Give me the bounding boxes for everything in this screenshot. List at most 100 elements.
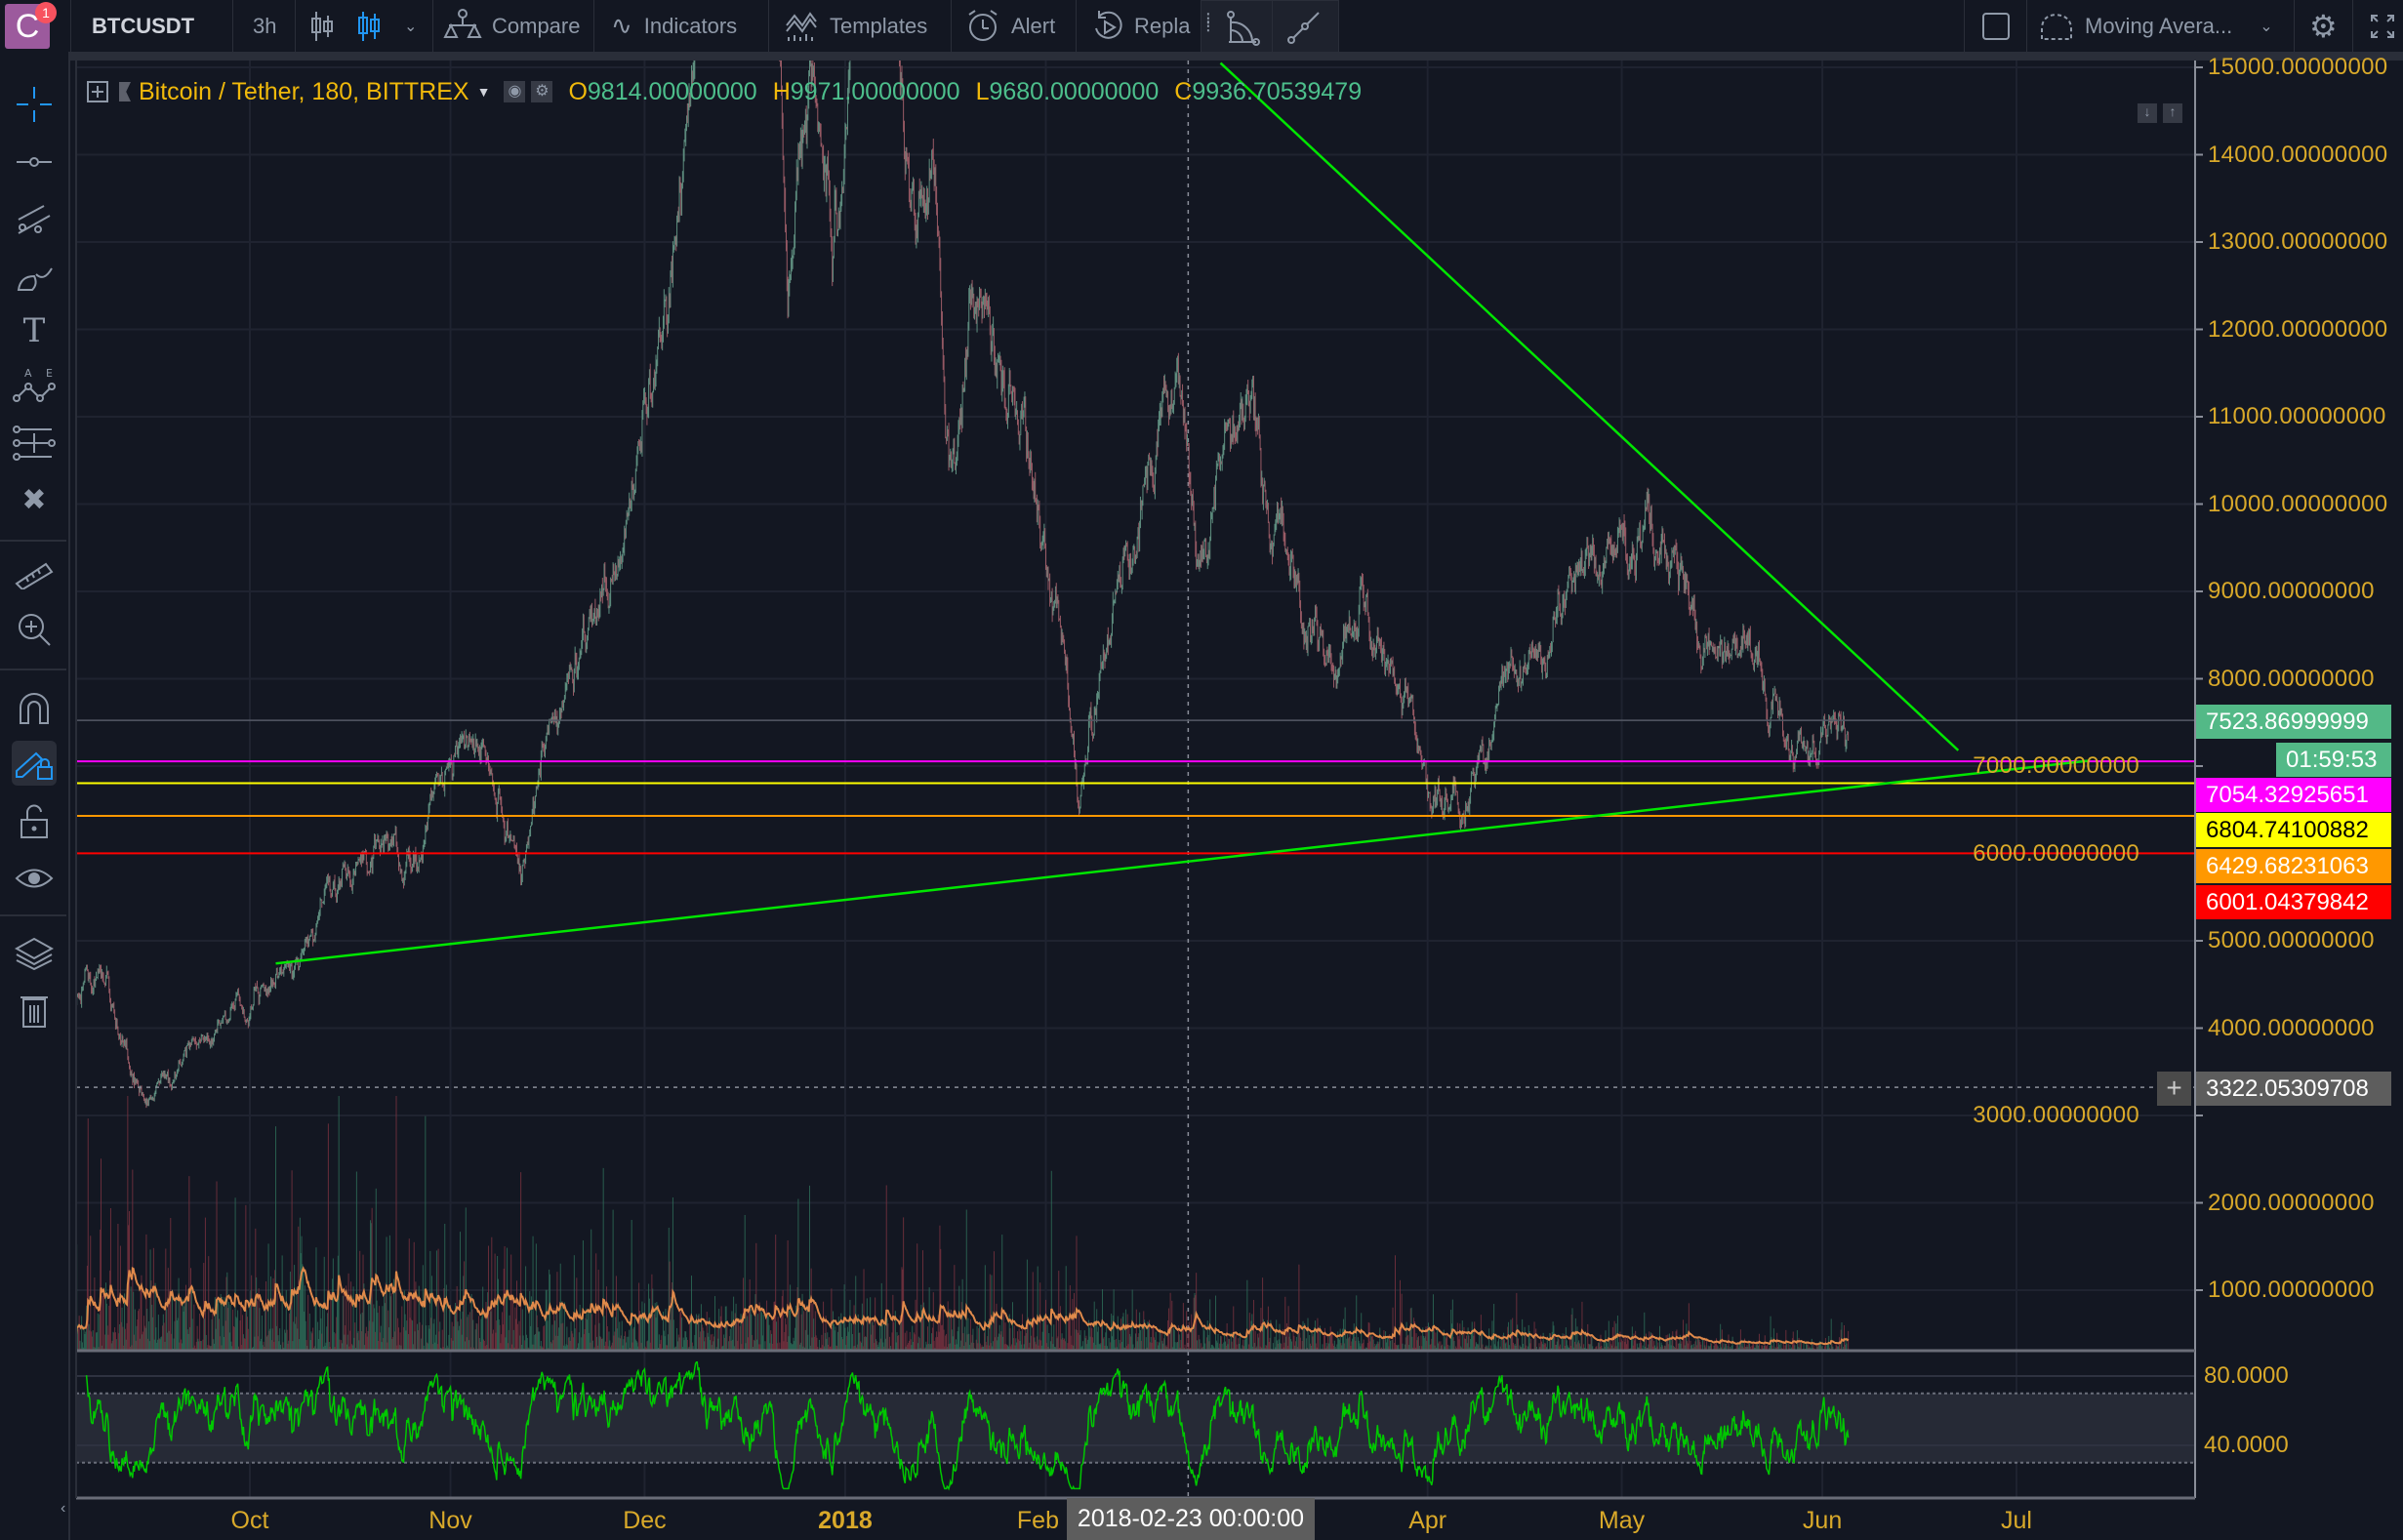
rsi-axis-label: 80.0000 (2204, 1362, 2289, 1389)
price-axis-label: 6000.00000000 (1973, 839, 2139, 867)
candles-style-icon[interactable] (357, 0, 381, 52)
pitchfork-icon[interactable] (12, 197, 57, 242)
grid-lines (76, 61, 2203, 1498)
magnet-icon[interactable] (12, 685, 57, 730)
compare-label: Compare (492, 13, 581, 38)
last-price-badge: 7523.86999999 (2196, 705, 2391, 739)
time-axis-label: Dec (623, 1507, 667, 1534)
prediction-measure-icon[interactable] (12, 421, 57, 466)
price-axis-label: 4000.00000000 (2208, 1014, 2375, 1041)
expand-legend-icon[interactable] (86, 80, 109, 103)
trendline (275, 759, 2089, 965)
time-axis-label: Feb (1016, 1507, 1059, 1534)
fullscreen-icon[interactable] (2370, 0, 2395, 52)
moving-average-label: Moving Avera... (2085, 13, 2233, 38)
price-axis-label: 14000.00000000 (2208, 141, 2388, 168)
svg-text:A: A (24, 367, 32, 380)
moving-average-dropdown[interactable]: Moving Avera... ⌄ (2038, 0, 2273, 52)
indicators-label: Indicators (643, 13, 738, 38)
series-menu-caret-icon[interactable]: ▼ (476, 84, 491, 100)
unlock-icon[interactable] (12, 799, 57, 844)
high-value: 9971.00000000 (790, 77, 960, 105)
crosshair-icon[interactable] (12, 82, 57, 127)
level-badge-yellow: 6804.74100882 (2196, 813, 2391, 847)
remove-drawings-icon[interactable]: ✖ (21, 483, 47, 516)
add-alert-plus-icon[interactable]: + (2157, 1072, 2191, 1106)
time-axis-label: Oct (230, 1507, 269, 1534)
time-axis-label: May (1598, 1507, 1646, 1534)
replay-icon (1095, 10, 1122, 39)
chevron-down-icon: ⌄ (2260, 18, 2273, 35)
layers-icon[interactable] (12, 931, 57, 976)
drawings-layer (76, 61, 2195, 1088)
templates-button[interactable]: Templates (785, 0, 927, 52)
price-axis-label: 7000.00000000 (1973, 752, 2139, 779)
price-axis-label: 8000.00000000 (2208, 665, 2375, 692)
level-badge-red: 6001.04379842 (2196, 885, 2391, 919)
symbol-search[interactable]: BTCUSDT (92, 13, 195, 38)
open-value: 9814.00000000 (587, 77, 757, 105)
level-badge-magenta: 7054.32925651 (2196, 778, 2391, 812)
templates-icon (786, 11, 817, 41)
close-value: 9936.70539479 (1192, 77, 1363, 105)
replay-label: Repla (1134, 13, 1191, 38)
trendline (1219, 61, 1960, 751)
ruler-icon[interactable] (12, 552, 57, 597)
bars-style-icon[interactable] (310, 0, 334, 52)
level-badge-orange: 6429.68231063 (2196, 849, 2391, 883)
scroll-up-icon[interactable]: ↑ (2163, 103, 2182, 123)
alert-label: Alert (1011, 13, 1056, 38)
brush-icon[interactable] (12, 254, 57, 299)
candle-series (76, 61, 1850, 1109)
trash-icon[interactable] (12, 989, 57, 1033)
price-axis-label: 3000.00000000 (1973, 1102, 2139, 1128)
indicators-icon: ∿ (611, 11, 632, 40)
high-label: H (772, 77, 791, 105)
series-settings-icon[interactable]: ⚙ (531, 81, 553, 102)
interval-button[interactable]: 3h (253, 13, 277, 38)
eye-icon[interactable] (12, 856, 57, 901)
rsi-pane (76, 1361, 2195, 1491)
flag-icon[interactable] (119, 82, 131, 101)
scroll-down-icon[interactable]: ↓ (2138, 103, 2157, 123)
visibility-eye-icon[interactable]: ◉ (504, 81, 526, 102)
alarm-clock-icon (968, 9, 998, 41)
series-title[interactable]: Bitcoin / Tether, 180, BITTREX (139, 77, 469, 105)
compare-button[interactable]: Compare (443, 0, 580, 52)
zoom-in-icon[interactable] (12, 607, 57, 652)
price-axis-label: 10000.00000000 (2208, 490, 2388, 517)
rsi-axis-label: 40.0000 (2204, 1432, 2289, 1458)
volume-ma-line (76, 1266, 1850, 1346)
settings-gear-icon[interactable]: ⚙ (2309, 8, 2338, 44)
drag-handle-icon[interactable]: ⁝ ⁝ (1205, 9, 1211, 36)
low-value: 9680.00000000 (989, 77, 1160, 105)
fib-tool-icon[interactable] (1223, 9, 1264, 53)
rsi-line (85, 1361, 1850, 1491)
time-axis-label: 2018 (818, 1507, 873, 1534)
time-axis-label: Jul (2001, 1507, 2032, 1534)
price-axis-label: 2000.00000000 (2208, 1189, 2375, 1216)
price-axis-label: 5000.00000000 (2208, 927, 2375, 953)
close-label: C (1174, 77, 1193, 105)
price-axis-label: 12000.00000000 (2208, 315, 2388, 343)
open-label: O (568, 77, 588, 105)
bar-countdown-badge: 01:59:53 (2276, 743, 2391, 777)
series-legend: Bitcoin / Tether, 180, BITTREX ▼ ◉ ⚙ O 98… (86, 74, 1362, 109)
collapse-sidebar-icon[interactable]: ‹ (61, 1500, 66, 1517)
text-tool-icon[interactable]: T (22, 311, 46, 350)
rsi-band (76, 1393, 2195, 1463)
svg-text:E: E (46, 367, 53, 380)
replay-button[interactable]: Repla (1091, 0, 1199, 52)
horizontal-ray-icon[interactable] (12, 140, 57, 184)
indicators-button[interactable]: ∿ Indicators (611, 0, 737, 52)
alert-button[interactable]: Alert (966, 0, 1055, 52)
chart-style-chevron-icon[interactable]: ⌄ (404, 18, 418, 35)
layout-button[interactable] (1981, 0, 2011, 52)
trend-line-tool-icon[interactable] (1283, 9, 1323, 53)
compare-icon (443, 8, 482, 38)
lock-drawings-icon[interactable] (12, 741, 57, 786)
crosshair-price-badge: 3322.05309708 (2196, 1072, 2391, 1106)
